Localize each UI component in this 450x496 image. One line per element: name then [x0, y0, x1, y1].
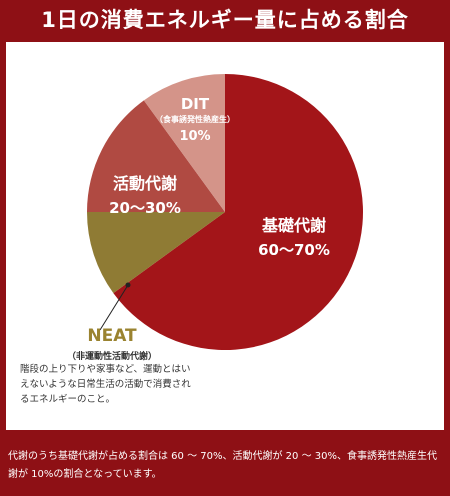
label-katsudo-name: 活動代謝	[112, 174, 177, 193]
label-dit-range: 10%	[179, 129, 211, 144]
neat-pointer-line	[99, 284, 129, 331]
neat-pointer-dot	[125, 282, 131, 288]
neat-description: 階段の上り下りや家事など、運動とはいえないような日常生活の活動で消費されるエネル…	[20, 364, 191, 405]
footer-text: 代謝のうち基礎代謝が占める割合は 60 〜 70%、活動代謝が 20 〜 30%…	[8, 451, 437, 480]
label-katsudo-range: 20〜30%	[109, 199, 181, 217]
neat-subtitle: （非運動性活動代謝）	[66, 352, 157, 362]
slice-katsudo	[87, 100, 225, 212]
label-dit-sub: （食事誘発性熱産生）	[155, 115, 235, 124]
slice-neat	[87, 212, 225, 294]
label-kiso: 基礎代謝 60〜70%	[244, 212, 344, 260]
slice-dit	[143, 74, 225, 212]
label-dit-name: DIT	[180, 95, 210, 113]
slice-kiso	[113, 74, 363, 350]
label-katsudo: 活動代謝 20〜30%	[95, 170, 195, 218]
label-kiso-range: 60〜70%	[258, 241, 330, 259]
label-kiso-name: 基礎代謝	[261, 216, 326, 235]
page-title: 1日の消費エネルギー量に占める割合	[41, 8, 409, 32]
label-dit: DIT （食事誘発性熱産生） 10%	[140, 95, 250, 144]
neat-title: NEAT	[87, 326, 137, 346]
